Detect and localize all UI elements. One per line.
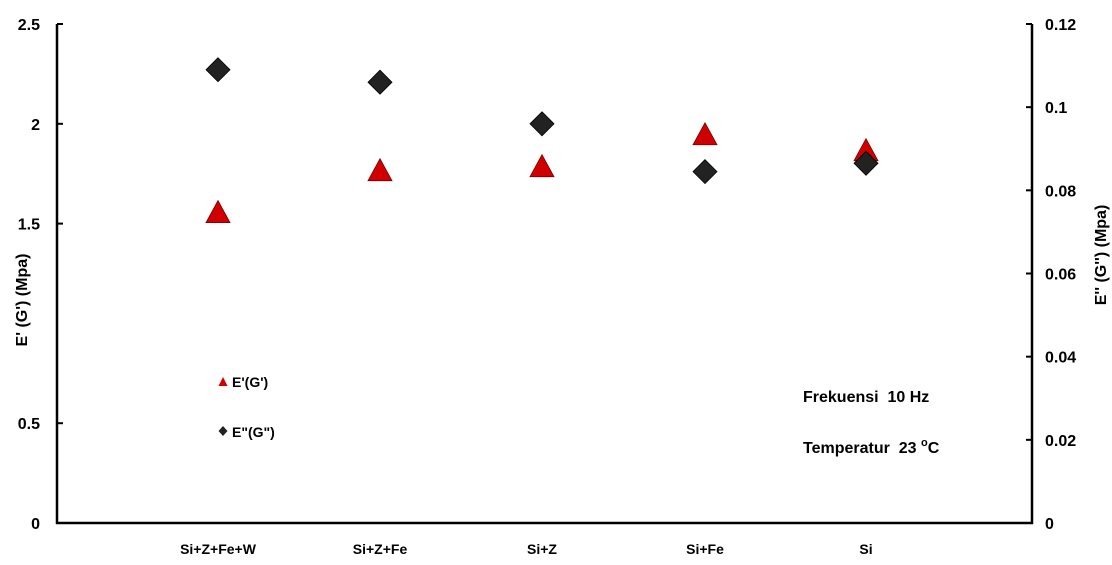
annotation-degree-sign: o <box>921 437 928 449</box>
annotation-temperature-text: Temperatur 23 <box>803 440 921 457</box>
left-tick-label: 0.5 <box>18 416 40 433</box>
e-prime-point <box>367 157 393 182</box>
left-tick-label: 2.5 <box>18 17 40 34</box>
e-double-prime-point <box>205 57 231 83</box>
annotation-temperature: Temperatur 23 oC <box>803 437 940 457</box>
x-tick-label: Si+Z+Fe+W <box>180 541 257 557</box>
e-prime-point <box>205 199 231 224</box>
e-double-prime-point <box>529 111 555 137</box>
right-tick-label: 0.08 <box>1045 183 1076 200</box>
right-tick-label: 0.02 <box>1045 433 1076 450</box>
x-tick-label: Si+Z <box>527 541 557 557</box>
annotations: Frekuensi 10 Hz Temperatur 23 oC <box>803 389 940 457</box>
left-axis-label: E' (G') (Mpa) <box>14 254 31 347</box>
annotation-celsius: C <box>928 440 940 457</box>
right-tick-label: 0.1 <box>1045 100 1067 117</box>
x-tick-label: Si <box>859 541 872 557</box>
x-tick-label: Si+Fe <box>686 541 724 557</box>
e-prime-point <box>529 153 555 178</box>
e-double-prime-point <box>853 150 879 176</box>
legend-label-e-prime: E'(G') <box>232 374 268 390</box>
right-tick-label: 0 <box>1045 516 1054 533</box>
annotation-frequency: Frekuensi 10 Hz <box>803 389 929 406</box>
e-double-prime-point <box>692 159 718 185</box>
legend-marker-e-prime <box>218 377 228 386</box>
tick-labels: 0 0.5 1.5 2 2.5 0 0.02 0.04 0.06 0.08 0.1 0.12 Si+Z+… <box>18 17 1076 557</box>
x-tick-label: Si+Z+Fe <box>353 541 408 557</box>
right-tick-label: 0.06 <box>1045 267 1076 284</box>
left-tick-label: 1.5 <box>18 217 40 234</box>
right-axis-label: E'' (G'') (Mpa) <box>1093 205 1110 306</box>
legend-label-e-double-prime: E"(G") <box>232 424 275 440</box>
e-prime-point <box>692 121 718 146</box>
right-tick-label: 0.04 <box>1045 350 1076 367</box>
right-tick-label: 0.12 <box>1045 17 1076 34</box>
legend-marker-e-double-prime <box>218 426 228 436</box>
legend: E'(G') E"(G") <box>218 374 275 440</box>
left-tick-label: 2 <box>31 117 40 134</box>
e-double-prime-point <box>367 69 393 95</box>
data-marks <box>205 57 879 224</box>
left-tick-label: 0 <box>31 516 40 533</box>
